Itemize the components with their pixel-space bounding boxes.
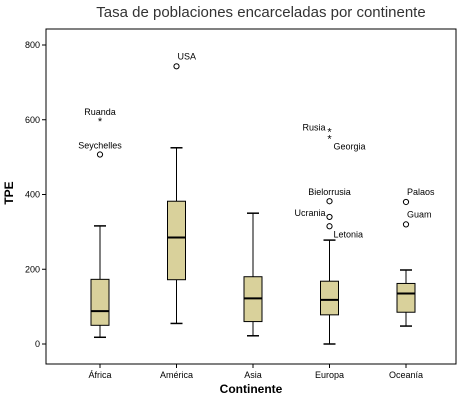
iqr-box: [167, 200, 186, 281]
outlier-label: Letonia: [334, 229, 364, 239]
outlier-markers: *RuandaSeychellesUSA*Rusia*GeorgiaBielor…: [78, 51, 435, 239]
y-tick-label: 0: [35, 339, 40, 349]
outlier-label: USA: [178, 51, 197, 61]
y-tick-label: 800: [25, 40, 40, 50]
outlier-label: Bielorrusia: [308, 187, 351, 197]
outlier-label: Guam: [407, 209, 432, 219]
outlier-circle-marker: [96, 151, 104, 158]
outlier-circle-marker: [402, 198, 410, 206]
outlier-point: *Ruanda: [84, 107, 116, 128]
box-1: [90, 225, 110, 339]
x-tick-label: Europa: [315, 370, 344, 380]
outlier-circle-marker: [326, 213, 333, 221]
outlier-circle-marker: [326, 198, 333, 205]
outlier-label: Ruanda: [84, 107, 116, 117]
outlier-point: *Rusia: [302, 123, 332, 139]
box-4: [320, 239, 339, 345]
outlier-point: Ucrania: [294, 208, 333, 221]
box-2: [167, 147, 186, 325]
outlier-label: Ucrania: [294, 208, 325, 218]
outlier-point: USA: [173, 51, 197, 70]
outlier-point: Seychelles: [78, 141, 122, 158]
outlier-point: Palaos: [402, 187, 435, 206]
iqr-box: [90, 278, 110, 326]
outlier-circle-marker: [173, 63, 180, 70]
x-tick-label: Asia: [244, 370, 262, 380]
y-axis: 0 200 400 600 800: [25, 40, 46, 349]
box-3: [243, 212, 263, 337]
outlier-circle-marker: [326, 223, 333, 230]
x-axis-title: Continente: [220, 382, 283, 396]
extreme-star-marker: *: [327, 127, 332, 139]
y-axis-title: TPE: [2, 181, 16, 204]
y-tick-label: 200: [25, 264, 40, 274]
outlier-point: Guam: [402, 209, 432, 228]
y-tick-label: 600: [25, 115, 40, 125]
extreme-star-marker: *: [327, 133, 332, 145]
iqr-box: [320, 280, 339, 316]
iqr-box: [396, 282, 416, 313]
outlier-circle-marker: [402, 221, 410, 228]
x-tick-label: África: [88, 370, 111, 380]
y-tick-label: 400: [25, 190, 40, 200]
x-axis: África América Asia Europa Oceanía: [88, 364, 423, 380]
x-tick-label: Oceanía: [389, 370, 423, 380]
box-5: [396, 269, 416, 327]
outlier-point: Letonia: [326, 223, 364, 239]
outlier-label: Georgia: [334, 141, 366, 151]
outlier-label: Rusia: [302, 123, 325, 133]
x-tick-label: América: [160, 370, 193, 380]
outlier-point: Bielorrusia: [308, 187, 351, 205]
outlier-label: Seychelles: [78, 141, 122, 151]
chart-title: Tasa de poblaciones encarceladas por con…: [96, 4, 425, 21]
outlier-point: *Georgia: [327, 133, 365, 151]
outlier-label: Palaos: [407, 187, 435, 197]
extreme-star-marker: *: [98, 116, 103, 128]
box-series: [90, 147, 416, 345]
